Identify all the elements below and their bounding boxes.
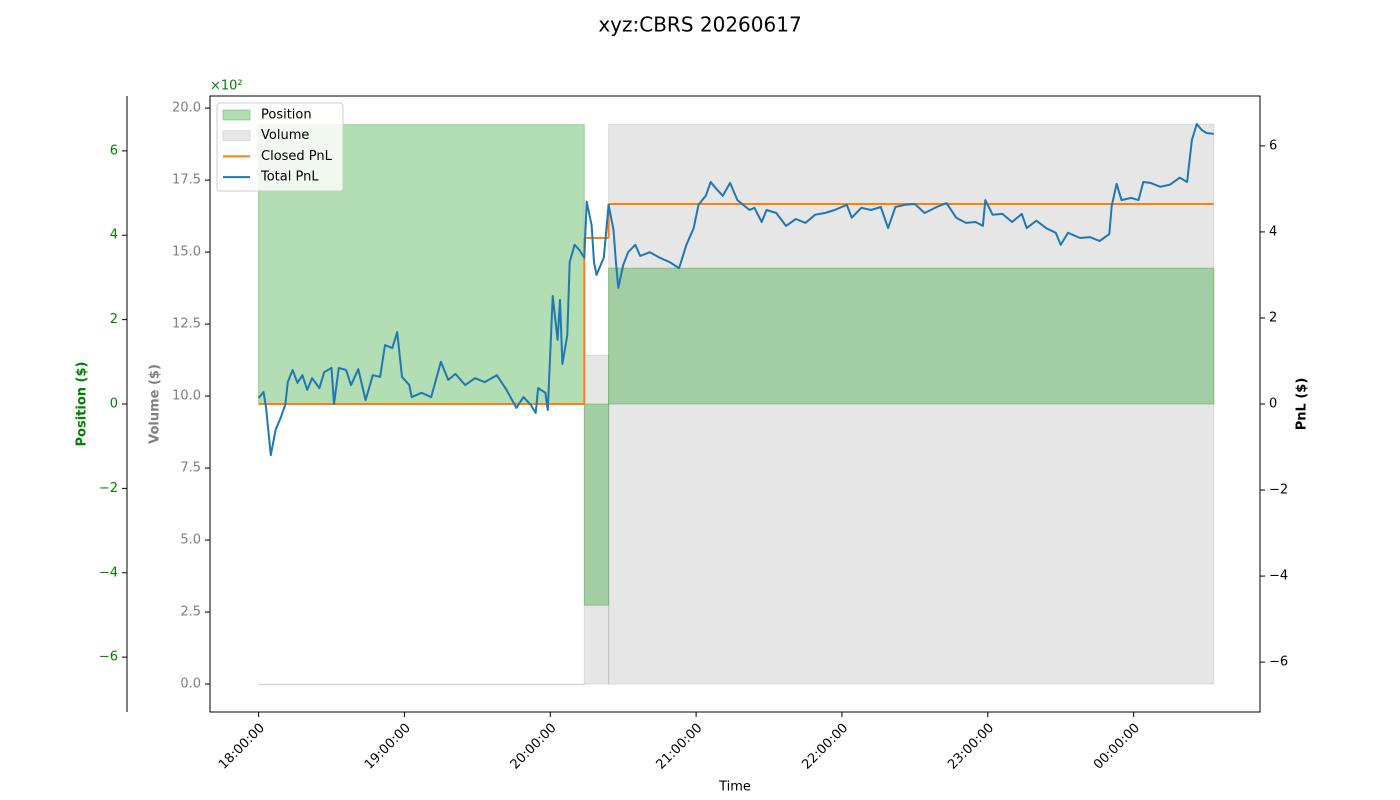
y-tick-label: 4 [1269,224,1277,239]
axis-offset: ×10² [210,79,243,94]
y-tick-label: 15.0 [172,245,201,260]
y-tick-label: 10.0 [172,389,201,404]
y-tick-label: −6 [99,650,118,665]
y-tick-label: −2 [1269,483,1288,498]
y-tick-label: 6 [1269,138,1277,153]
pnl-line [257,123,1214,457]
legend-swatch [222,109,251,121]
x-tick-label: 20:00:00 [508,721,560,773]
y-tick-label: 0 [110,397,118,412]
step-bar [608,123,1215,685]
y-tick-label: 6 [110,143,118,158]
y-tick-label: 7.5 [180,461,201,476]
step-bar [608,267,1215,405]
y-axis-title: Volume ($) [148,364,163,444]
y-tick-label: −4 [99,565,118,580]
x-tick-label: 22:00:00 [799,721,851,773]
x-tick-label: 19:00:00 [362,721,414,773]
legend-swatch [222,130,251,142]
legend-box [216,102,344,192]
legend-label: Position [261,108,312,123]
y-tick-label: 20.0 [172,101,201,116]
legend-label: Volume [261,128,309,143]
legend: Position Volume Closed PnL Total PnL [216,102,344,192]
plot-area [257,123,1215,686]
y-tick-label: 5.0 [180,533,201,548]
chart-title: xyz:CBRS 20260617 [598,13,801,37]
y-tick-label: 12.5 [172,317,201,332]
x-tick-label: 18:00:00 [216,721,268,773]
step-bar [583,403,610,606]
step-bar [258,683,585,686]
x-tick-label: 23:00:00 [945,721,997,773]
y-tick-label: 0.0 [180,677,201,692]
y-tick-label: 2 [110,312,118,327]
y-axis-title: Position ($) [75,362,90,447]
y-tick-label: 17.5 [172,173,201,188]
legend-label: Closed PnL [261,149,333,164]
x-tick-label: 00:00:00 [1091,721,1143,773]
y-tick-label: −6 [1269,655,1288,670]
y-tick-label: 2.5 [180,605,201,620]
y-tick-label: 4 [110,228,118,243]
y-tick-label: 0 [1269,397,1277,412]
step-bar [583,354,610,685]
y-tick-label: −4 [1269,569,1288,584]
y-tick-label: 2 [1269,310,1277,325]
y-axis-title: PnL ($) [1295,378,1310,431]
x-tick-label: 21:00:00 [654,721,706,773]
y-tick-label: −2 [99,481,118,496]
legend-label: Total PnL [260,170,319,185]
x-axis-title: Time [718,780,751,795]
